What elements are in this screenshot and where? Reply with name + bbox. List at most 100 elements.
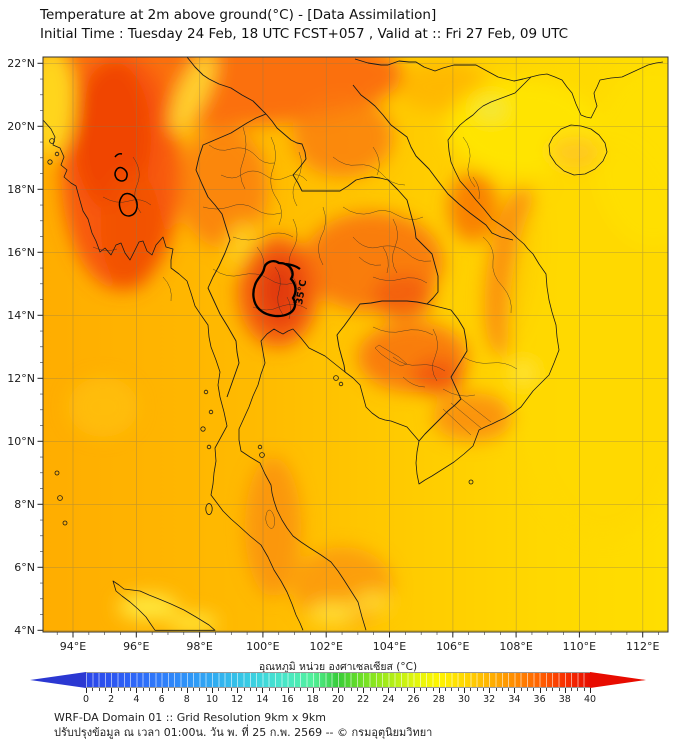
y-tick-label: 14°N (7, 309, 35, 322)
colorbar-minor-tick (482, 688, 484, 691)
colorbar-major-tick (464, 688, 465, 693)
colorbar-major-tick (237, 688, 239, 693)
y-tick-label: 4°N (14, 624, 35, 637)
colorbar-minor-tick (268, 688, 270, 691)
province-boundaries (92, 126, 518, 529)
colorbar-minor-tick (527, 688, 528, 691)
contour-value-label: 35°C (294, 279, 309, 306)
lat-lon-gridlines (43, 57, 668, 632)
colorbar-tick-label: 26 (407, 694, 420, 705)
colorbar-minor-tick (344, 688, 346, 691)
colorbar-minor-tick (104, 688, 106, 691)
colorbar-ticks: 0 2 4 6 8 10 12 14 16 18 20 22 24 26 28 30 32 34 36 38 40 (82, 688, 596, 718)
colorbar-minor-tick (451, 688, 453, 691)
y-axis: 22°N 20°N 18°N 16°N 14°N 12°N 10°N 8°N 6°N 4°N (7, 57, 43, 637)
colorbar-minor-tick (300, 688, 302, 691)
colorbar-minor-tick (98, 688, 100, 691)
colorbar-minor-tick (92, 688, 94, 691)
figure-footer: WRF-DA Domain 01 :: Grid Resolution 9km … (54, 710, 432, 740)
colorbar-major-tick (111, 688, 113, 693)
colorbar-minor-tick (552, 688, 554, 691)
colorbar-minor-tick (457, 688, 459, 691)
colorbar: อุณหภูมิ หน่วย องศาเซลเซียส (°C) 0 2 4 6 8 10… (30, 658, 646, 718)
colorbar-tick-label: 4 (133, 694, 140, 705)
colorbar-minor-tick (230, 688, 232, 691)
colorbar-major-tick (287, 688, 289, 693)
colorbar-major-tick (438, 688, 440, 693)
colorbar-tick-label: 22 (357, 694, 370, 705)
colorbar-minor-tick (470, 688, 472, 691)
colorbar-minor-tick (117, 688, 119, 691)
colorbar-major-tick (262, 688, 264, 693)
y-tick-label: 6°N (14, 561, 35, 574)
colorbar-tick-label: 30 (457, 694, 471, 705)
colorbar-minor-tick (533, 688, 535, 691)
x-tick-label: 106°E (436, 640, 469, 653)
footer-update-info: ปรับปรุงข้อมูล ณ เวลา 01:00น. วัน พ. ที่… (54, 726, 433, 739)
x-tick-label: 94°E (60, 640, 86, 653)
colorbar-minor-tick (149, 688, 150, 691)
colorbar-minor-tick (293, 688, 295, 691)
colorbar-minor-tick (155, 688, 157, 691)
colorbar-minor-tick (545, 688, 547, 691)
colorbar-minor-tick (501, 688, 503, 691)
y-tick-label: 12°N (7, 372, 35, 385)
colorbar-minor-tick (224, 688, 226, 691)
x-tick-label: 102°E (309, 640, 342, 653)
colorbar-minor-tick (375, 688, 377, 691)
colorbar-minor-tick (407, 688, 409, 691)
colorbar-tick-label: 24 (382, 694, 395, 705)
colorbar-tick-label: 6 (158, 694, 165, 705)
colorbar-minor-tick (476, 688, 478, 691)
temperature-contours (114, 153, 301, 318)
map-title: Temperature at 2m above ground(°C) - [Da… (40, 7, 437, 23)
colorbar-minor-tick (356, 688, 358, 691)
colorbar-tick-label: 32 (483, 694, 496, 705)
x-tick-label: 108°E (499, 640, 532, 653)
colorbar-minor-tick (205, 688, 207, 691)
colorbar-tick-label: 36 (533, 694, 546, 705)
colorbar-minor-tick (193, 688, 195, 691)
colorbar-minor-tick (401, 688, 402, 691)
colorbar-major-tick (539, 688, 541, 693)
colorbar-minor-tick (577, 688, 579, 691)
colorbar-minor-tick (174, 688, 176, 691)
x-tick-label: 98°E (186, 640, 212, 653)
footer-domain-info: WRF-DA Domain 01 :: Grid Resolution 9km … (54, 711, 326, 724)
colorbar-minor-tick (243, 688, 245, 691)
colorbar-minor-tick (369, 688, 371, 691)
colorbar-underflow-arrow (30, 672, 86, 688)
colorbar-tick-label: 34 (508, 694, 521, 705)
colorbar-major-tick (312, 688, 314, 693)
colorbar-major-tick (489, 688, 491, 693)
colorbar-minor-tick (583, 688, 585, 691)
figure-header: Temperature at 2m above ground(°C) - [Da… (40, 6, 568, 44)
colorbar-minor-tick (281, 688, 283, 691)
x-tick-label: 96°E (123, 640, 149, 653)
colorbar-minor-tick (306, 688, 308, 691)
colorbar-tick-label: 8 (183, 694, 190, 705)
y-tick-label: 10°N (7, 435, 35, 448)
x-axis: 94°E 96°E 98°E 100°E 102°E 104°E 106°E 108°E 110… (56, 632, 659, 653)
colorbar-tick-label: 0 (82, 694, 90, 705)
colorbar-minor-tick (394, 688, 396, 691)
colorbar-minor-tick (382, 688, 384, 691)
colorbar-minor-tick (275, 688, 276, 691)
colorbar-tick-label: 10 (205, 694, 219, 705)
colorbar-minor-tick (123, 688, 125, 691)
colorbar-tick-label: 2 (108, 694, 115, 705)
colorbar-minor-tick (199, 688, 201, 691)
colorbar-minor-tick (325, 688, 327, 691)
colorbar-tick-label: 38 (558, 694, 571, 705)
colorbar-minor-tick (142, 688, 144, 691)
map-subtitle: Initial Time : Tuesday 24 Feb, 18 UTC FC… (40, 26, 569, 42)
y-tick-label: 18°N (7, 183, 35, 196)
y-tick-label: 16°N (7, 246, 35, 259)
colorbar-minor-tick (218, 688, 220, 691)
x-tick-label: 110°E (563, 640, 596, 653)
colorbar-major-tick (363, 688, 365, 693)
colorbar-minor-tick (350, 688, 352, 691)
colorbar-minor-tick (167, 688, 169, 691)
colorbar-major-tick (86, 688, 87, 693)
